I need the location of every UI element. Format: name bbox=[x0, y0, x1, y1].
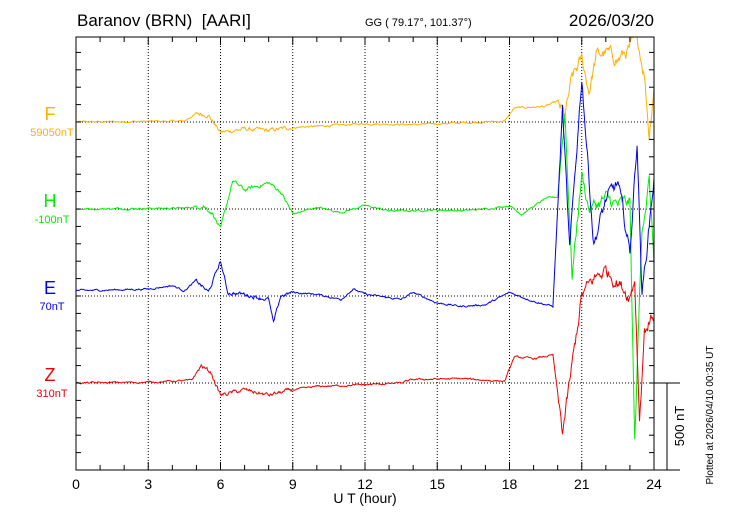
scale-bar: 500 nT bbox=[654, 382, 687, 471]
traces bbox=[75, 36, 655, 440]
trace-f bbox=[75, 36, 655, 140]
x-tick-label: 18 bbox=[502, 476, 518, 492]
trace-h bbox=[75, 114, 655, 440]
x-tick-label: 21 bbox=[574, 476, 590, 492]
series-name-z: Z bbox=[45, 365, 56, 385]
baseline-label-f: 59050nT bbox=[30, 127, 74, 139]
plotted-note: Plotted at 2026/04/10 00:35 UT bbox=[705, 346, 716, 485]
series-name-f: F bbox=[45, 104, 56, 124]
x-tick-label: 3 bbox=[144, 476, 152, 492]
chart-date: 2026/03/20 bbox=[569, 11, 654, 30]
axes: 0 3 6 9 12 15 18 21 24 bbox=[72, 37, 662, 492]
trace-z bbox=[75, 264, 655, 435]
series-labels: F 59050nT H -100nT E 70nT Z 310nT bbox=[30, 104, 74, 400]
chart-title: Baranov (BRN) [AARI] bbox=[77, 11, 251, 30]
x-tick-label: 24 bbox=[646, 476, 662, 492]
x-tick-label: 9 bbox=[289, 476, 297, 492]
x-tick-label: 12 bbox=[357, 476, 373, 492]
baseline-label-h: -100nT bbox=[35, 214, 70, 226]
series-name-h: H bbox=[44, 191, 57, 211]
scale-label: 500 nT bbox=[672, 406, 687, 447]
x-axis-label: U T (hour) bbox=[333, 490, 396, 506]
x-tick-label: 6 bbox=[217, 476, 225, 492]
x-tick-label: 15 bbox=[429, 476, 445, 492]
trace-e bbox=[75, 82, 655, 323]
grid bbox=[76, 37, 654, 470]
baseline-label-e: 70nT bbox=[39, 301, 64, 313]
baseline-label-z: 310nT bbox=[36, 388, 67, 400]
x-tick-label: 0 bbox=[72, 476, 80, 492]
chart-coords: GG ( 79.17°, 101.37°) bbox=[365, 17, 472, 29]
series-name-e: E bbox=[44, 278, 56, 298]
